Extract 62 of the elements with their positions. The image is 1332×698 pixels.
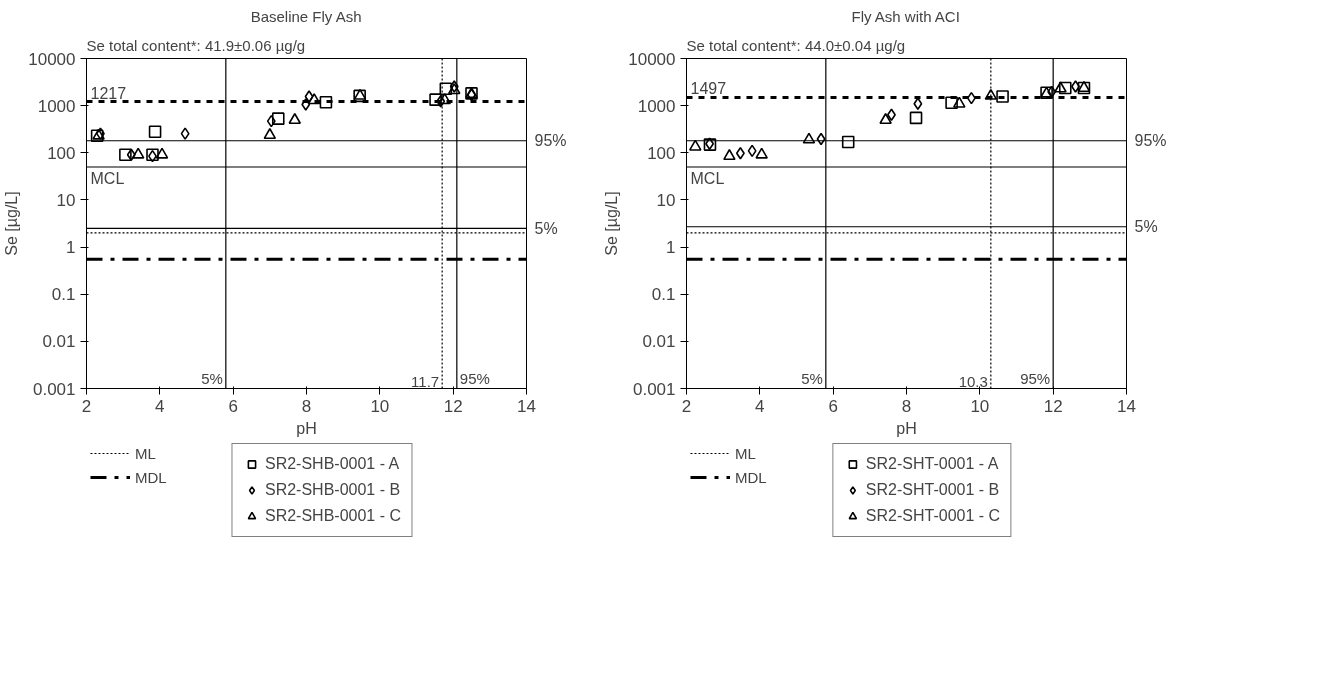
x-tick-label: 2 — [681, 396, 692, 416]
chart-title: Fly Ash with ACI — [851, 7, 960, 25]
legend-label: SR2-SHT-0001 - C — [865, 507, 1001, 525]
y-tick-label: 10000 — [28, 49, 76, 69]
y-axis-title: Se [µg/L] — [603, 191, 621, 256]
y-axis-title: Se [µg/L] — [3, 191, 21, 256]
legend-label: SR2-SHT-0001 - B — [865, 481, 1000, 499]
legend-label: MDL — [135, 468, 167, 486]
annotation: 5% — [201, 369, 223, 387]
annotation: 5% — [1134, 218, 1158, 236]
ref-line-label: 10.3 — [958, 372, 988, 390]
x-tick-label: 12 — [443, 396, 463, 416]
annotation: 5% — [534, 219, 558, 237]
legend-label: ML — [735, 444, 756, 462]
ref-line-label: MCL — [690, 169, 725, 187]
x-axis-title: pH — [896, 419, 917, 437]
x-tick-label: 2 — [81, 396, 92, 416]
legend-label: SR2-SHT-0001 - A — [865, 455, 999, 473]
chart-subtitle: Se total content*: 44.0±0.04 µg/g — [686, 36, 906, 54]
annotation: 95% — [534, 132, 567, 150]
y-tick-label: 0.01 — [42, 332, 76, 352]
annotation: 5% — [801, 369, 823, 387]
x-tick-label: 4 — [155, 396, 165, 416]
y-tick-label: 1000 — [37, 96, 76, 116]
ref-line-label: 11.7 — [411, 372, 440, 390]
annotation: 95% — [1020, 369, 1051, 387]
x-tick-label: 6 — [828, 396, 838, 416]
x-tick-label: 4 — [755, 396, 765, 416]
y-tick-label: 10 — [656, 190, 676, 210]
y-tick-label: 10000 — [628, 49, 676, 69]
y-tick-label: 0.1 — [51, 285, 76, 305]
y-tick-label: 0.001 — [32, 379, 76, 399]
ref-line-label: MCL — [90, 169, 125, 187]
annotation: 95% — [1134, 132, 1167, 150]
legend-label: SR2-SHB-0001 - A — [264, 455, 400, 473]
x-tick-label: 6 — [228, 396, 238, 416]
legend-label: SR2-SHB-0001 - C — [264, 507, 402, 525]
y-tick-label: 0.1 — [651, 285, 676, 305]
x-tick-label: 8 — [901, 396, 912, 416]
x-tick-label: 14 — [1117, 396, 1136, 416]
y-tick-label: 100 — [47, 143, 76, 163]
chart-subtitle: Se total content*: 41.9±0.06 µg/g — [86, 36, 306, 54]
legend-label: ML — [135, 444, 156, 462]
y-tick-label: 10 — [56, 190, 76, 210]
y-tick-label: 1 — [66, 238, 76, 258]
x-tick-label: 14 — [517, 396, 536, 416]
ref-line-label: 1217 — [90, 84, 127, 102]
legend-label: MDL — [735, 468, 767, 486]
y-tick-label: 0.01 — [642, 332, 676, 352]
legend-label: SR2-SHB-0001 - B — [264, 481, 401, 499]
ref-line-label: 1497 — [690, 80, 727, 98]
annotation: 95% — [459, 369, 490, 387]
y-tick-label: 1000 — [637, 96, 676, 116]
x-tick-label: 12 — [1043, 396, 1063, 416]
x-axis-title: pH — [296, 419, 317, 437]
y-tick-label: 1 — [666, 238, 676, 258]
chart-title: Baseline Fly Ash — [250, 7, 362, 25]
x-tick-label: 8 — [301, 396, 312, 416]
y-tick-label: 0.001 — [632, 379, 676, 399]
x-tick-label: 10 — [970, 396, 990, 416]
x-tick-label: 10 — [370, 396, 390, 416]
y-tick-label: 100 — [647, 143, 676, 163]
